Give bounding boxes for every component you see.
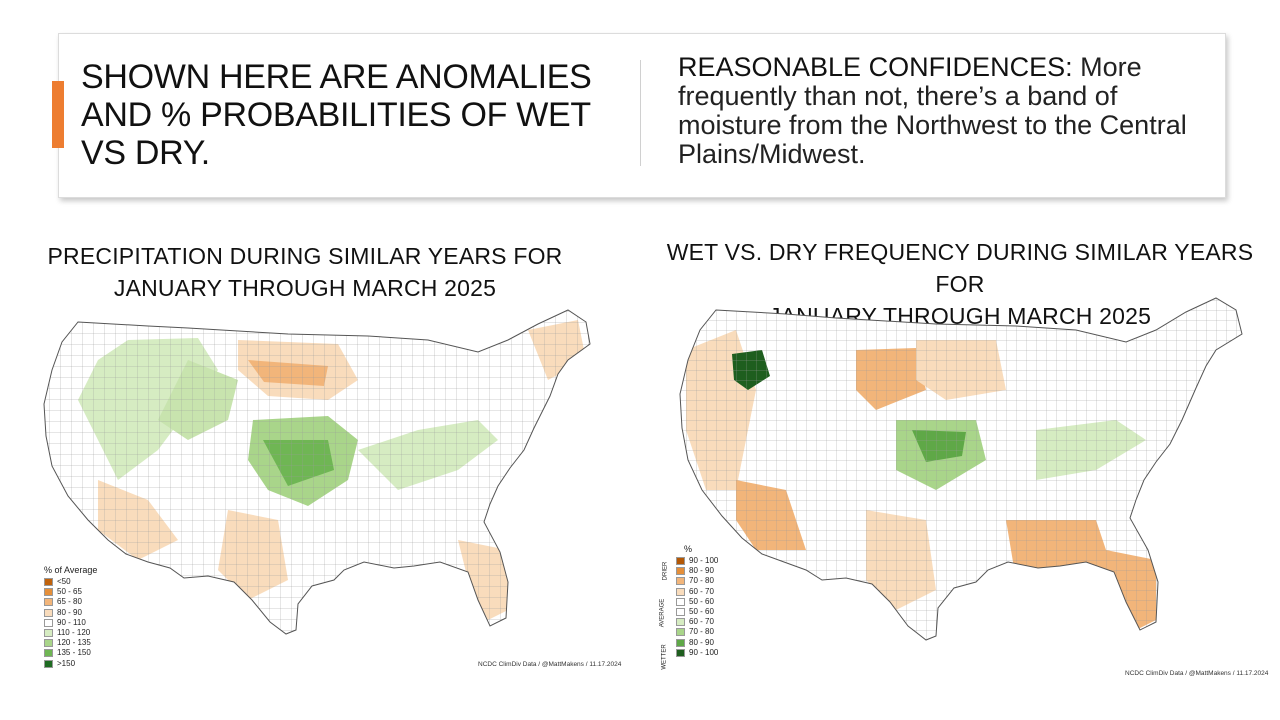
left-map-credit: NCDC ClimDiv Data / @MattMakens / 11.17.… [478,661,622,668]
legend-swatch [44,618,53,627]
left-map-title: PRECIPITATION DURING SIMILAR YEARS FOR J… [10,240,600,304]
legend-label: 80 - 90 [57,607,82,617]
legend-item: <50 [44,577,97,587]
right-map-credit: NCDC ClimDiv Data / @MattMakens / 11.17.… [1125,670,1269,677]
us-outline [43,309,591,635]
legend-label: 50 - 65 [57,587,82,597]
legend-item: >150 [44,659,97,669]
legend-label: 50 - 60 [689,607,714,617]
legend-label: 60 - 70 [689,586,714,596]
legend-swatch [44,629,53,638]
side-label-drier: DRIER [662,561,669,581]
legend-item: 60 - 70 [676,617,718,627]
legend-swatch [44,578,53,587]
legend-item: 80 - 90 [44,608,97,618]
right-legend-title: % [684,544,693,554]
legend-item: 50 - 60 [676,597,718,607]
legend-item: 90 - 110 [44,618,97,628]
header-panel [58,33,1226,198]
left-map-legend: % of Average <50 50 - 65 65 - 80 80 - 90… [44,565,97,669]
county-grid [680,298,1242,640]
accent-bar [52,81,64,148]
legend-label: >150 [57,658,76,668]
legend-swatch [676,618,685,627]
wet-dry-frequency-map [679,297,1243,641]
legend-label: 80 - 90 [689,637,714,647]
note-lead: REASONABLE CONFIDENCES: [678,52,1073,82]
legend-label: 70 - 80 [689,627,714,637]
us-outline [679,297,1243,641]
legend-item: 120 - 135 [44,638,97,648]
legend-swatch [676,628,685,637]
legend-item: 80 - 90 [676,638,718,648]
legend-item: 90 - 100 [676,648,718,658]
left-map-regions [44,310,590,634]
left-map-title-line2: JANUARY THROUGH MARCH 2025 [113,275,497,301]
legend-swatch [44,659,53,668]
legend-swatch [676,587,685,596]
legend-item: 50 - 65 [44,587,97,597]
legend-item: 110 - 120 [44,628,97,638]
legend-label: 90 - 100 [689,647,719,657]
legend-label: 135 - 150 [57,648,91,658]
legend-label: 50 - 60 [689,596,714,606]
right-map-regions [680,298,1242,640]
legend-label: 80 - 90 [689,566,714,576]
legend-label: 110 - 120 [57,628,91,638]
legend-label: <50 [57,577,71,587]
side-label-average: AVERAGE [659,598,666,628]
legend-swatch [676,638,685,647]
legend-item: 60 - 70 [676,587,718,597]
legend-swatch [44,588,53,597]
precipitation-map [43,309,591,635]
legend-swatch [676,597,685,606]
legend-item: 135 - 150 [44,648,97,658]
header-divider [640,60,641,166]
note-body: More frequently than not, there’s a band… [678,52,1187,169]
legend-swatch [676,608,685,617]
legend-item: 80 - 90 [676,566,718,576]
side-label-wetter: WETTER [661,644,668,670]
right-map-title-line1: WET VS. DRY FREQUENCY DURING SIMILAR YEA… [666,239,1254,297]
legend-item: 65 - 80 [44,597,97,607]
legend-swatch [44,608,53,617]
county-grid [44,310,590,634]
legend-side-labels: DRIER AVERAGE WETTER [659,556,676,670]
left-legend-title: % of Average [44,565,98,575]
header-note: REASONABLE CONFIDENCES: More frequently … [678,53,1208,169]
legend-swatch [676,567,685,576]
legend-label: 60 - 70 [689,617,714,627]
left-map-title-line1: PRECIPITATION DURING SIMILAR YEARS FOR [47,243,563,269]
legend-label: 120 - 135 [57,638,91,648]
legend-swatch [44,639,53,648]
legend-swatch [44,649,53,658]
legend-label: 90 - 100 [689,556,719,566]
slide-title: SHOWN HERE ARE ANOMALIES AND % PROBABILI… [81,58,592,172]
legend-swatch [676,557,685,566]
legend-item: 70 - 80 [676,627,718,637]
legend-item: 70 - 80 [676,576,718,586]
legend-label: 90 - 110 [57,617,86,627]
legend-swatch [44,598,53,607]
legend-item: 50 - 60 [676,607,718,617]
legend-label: 65 - 80 [57,597,82,607]
legend-label: 70 - 80 [689,576,714,586]
legend-swatch [676,577,685,586]
legend-item: 90 - 100 [676,556,718,566]
right-map-legend: % DRIER AVERAGE WETTER 90 - 100 80 - 90 … [659,544,718,670]
legend-swatch [676,648,685,657]
